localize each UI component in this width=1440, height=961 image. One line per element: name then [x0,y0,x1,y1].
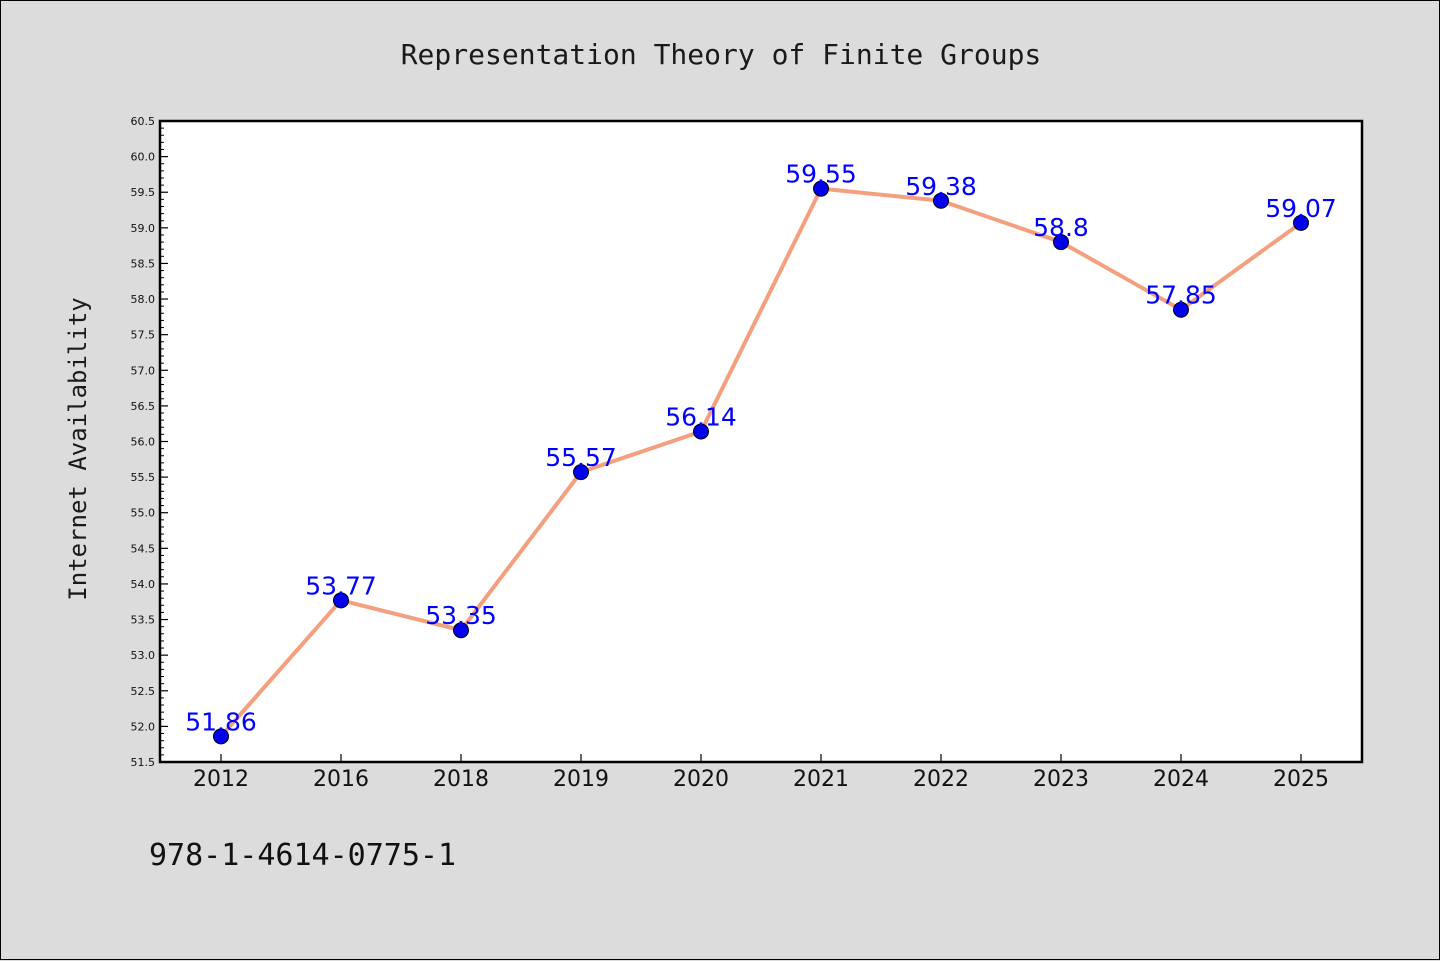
data-point [1293,214,1309,231]
y-axis-label: Internet Availability [64,297,92,600]
data-point [1053,234,1069,251]
y-tick-label: 52.0 [131,720,156,733]
y-tick-label: 57.5 [131,329,156,342]
data-label: 57.85 [1145,281,1217,310]
x-tick-label: 2020 [673,767,729,792]
x-tick-label: 2016 [313,767,369,792]
data-label: 58.8 [1033,213,1089,242]
data-point [573,464,589,481]
y-tick-label: 54.5 [131,542,156,555]
y-tick-label: 51.5 [131,756,156,769]
chart-title: Representation Theory of Finite Groups [401,38,1042,71]
x-tick-label: 2019 [553,767,609,792]
x-tick-label: 2023 [1033,767,1089,792]
x-tick-label: 2012 [193,767,249,792]
series-markers [213,180,1309,745]
x-axis: 2012 2016 2018 2019 2020 2021 2022 2023 2024 2025 [193,754,1329,792]
data-label: 53.77 [305,571,377,600]
x-tick-label: 2022 [913,767,969,792]
y-tick-label: 59.5 [131,186,156,199]
x-tick-label: 2018 [433,767,489,792]
data-label: 59.55 [785,160,857,189]
y-tick-label: 53.5 [131,614,156,627]
y-tick-label: 60.0 [131,151,156,164]
isbn-footer: 978-1-4614-0775-1 [149,838,456,873]
y-tick-label: 54.0 [131,578,156,591]
data-label: 59.38 [905,172,977,201]
y-tick-label: 58.5 [131,257,156,270]
data-label: 51.86 [185,707,257,736]
plot-area [158,119,1364,764]
y-tick-label: 57.0 [131,364,156,377]
data-label: 56.14 [665,403,737,432]
y-tick-label: 56.0 [131,436,156,449]
data-point [1173,301,1189,318]
series-line [219,186,1303,738]
data-label: 59.07 [1265,194,1337,223]
x-tick-label: 2024 [1153,767,1209,792]
data-point [693,423,709,440]
y-tick-label: 59.0 [131,222,156,235]
y-tick-label: 58.0 [131,293,156,306]
y-tick-label: 55.0 [131,507,156,520]
data-label: 55.57 [545,443,617,472]
data-labels: 51.86 53.77 53.35 55.57 56.14 59.55 59.38 58.8 5… [185,160,1337,737]
data-point [933,192,949,209]
x-tick-label: 2021 [793,767,849,792]
y-tick-label: 53.0 [131,649,156,662]
data-point [333,592,349,609]
y-axis: 51.5 52.0 52.5 53.0 53.5 54.0 54.5 55.0 55.5 56.0… [131,115,168,769]
y-tick-label: 55.5 [131,471,156,484]
y-tick-label: 52.5 [131,685,156,698]
y-tick-label: 56.5 [131,400,156,413]
data-label: 53.35 [425,601,497,630]
data-point [213,728,229,745]
x-tick-label: 2025 [1273,767,1329,792]
data-point [813,180,829,197]
data-point [453,622,469,639]
y-tick-label: 60.5 [131,115,156,128]
